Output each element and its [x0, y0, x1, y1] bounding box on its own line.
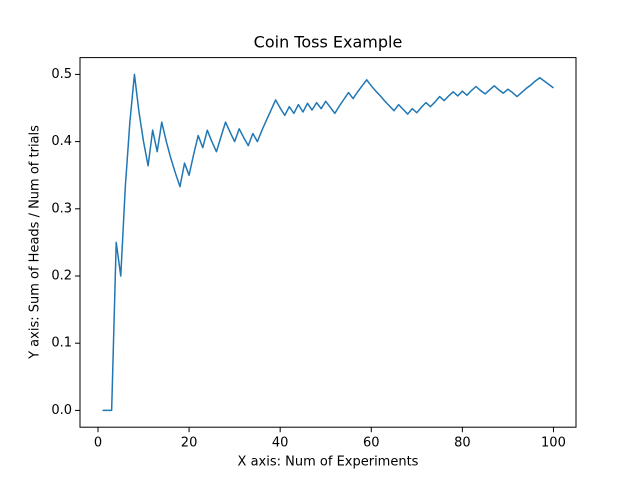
y-tick-label: 0.3 — [51, 201, 72, 216]
x-axis-label: X axis: Num of Experiments — [238, 455, 419, 470]
y-tick-label: 0.5 — [51, 67, 72, 82]
y-tick-label: 0.4 — [51, 134, 72, 149]
y-tick-label: 0.1 — [51, 336, 72, 351]
x-tick-label: 20 — [181, 436, 198, 451]
y-tick-label: 0.2 — [51, 269, 72, 284]
x-tick-label: 80 — [454, 436, 471, 451]
data-line — [102, 73, 554, 412]
y-axis-label: Y axis: Sum of Heads / Num of trials — [28, 125, 43, 360]
axes-frame — [79, 57, 577, 428]
x-tick-label: 60 — [363, 436, 380, 451]
chart-title: Coin Toss Example — [254, 33, 403, 52]
y-tick-label: 0.0 — [51, 403, 72, 418]
x-tick-label: 0 — [94, 436, 102, 451]
x-tick-label: 40 — [272, 436, 289, 451]
x-tick-label: 100 — [541, 436, 566, 451]
